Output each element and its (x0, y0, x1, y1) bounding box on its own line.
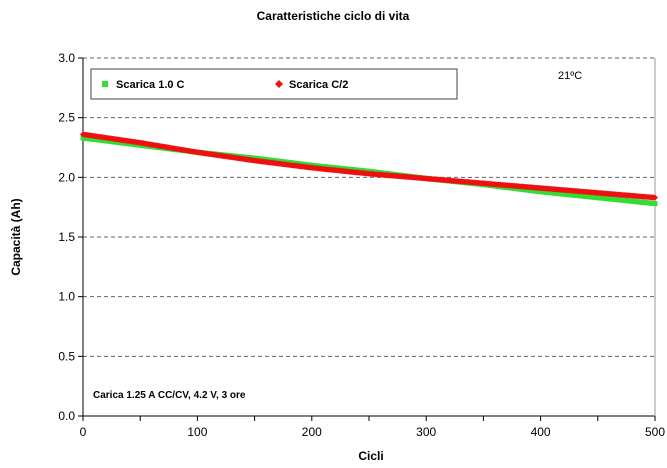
x-tick-label: 0 (80, 425, 87, 439)
x-axis-title: Cicli (358, 449, 383, 463)
legend-label-1: Scarica 1.0 C (116, 79, 185, 91)
legend-marker-green (102, 81, 108, 87)
legend-label-2: Scarica C/2 (289, 79, 348, 91)
data-point (652, 194, 658, 201)
y-tick-label: 0.0 (58, 409, 75, 423)
legend-marker-red (275, 80, 283, 88)
y-tick-label: 1.5 (58, 230, 75, 244)
y-tick-label: 2.0 (58, 170, 75, 184)
temperature-annotation: 21ºC (558, 70, 582, 82)
data-point (652, 201, 658, 207)
y-tick-label: 1.0 (58, 290, 75, 304)
series-layer (80, 131, 658, 207)
grid-lines (83, 57, 655, 357)
tick-marks (78, 57, 656, 421)
x-tick-label: 200 (302, 425, 322, 439)
x-tick-label: 500 (645, 425, 665, 439)
y-tick-label: 2.5 (58, 111, 75, 125)
y-tick-label: 3.0 (58, 51, 75, 65)
legend-box (90, 68, 458, 100)
y-axis-title: Capacità (Ah) (9, 198, 23, 275)
y-tick-label: 0.5 (58, 349, 75, 363)
chart-title: Caratteristiche ciclo di vita (257, 9, 410, 23)
x-tick-label: 300 (416, 425, 436, 439)
x-tick-label: 400 (531, 425, 551, 439)
charge-condition-annotation: Carica 1.25 A CC/CV, 4.2 V, 3 ore (93, 390, 246, 401)
series-2 (80, 131, 658, 201)
x-tick-label: 100 (187, 425, 207, 439)
